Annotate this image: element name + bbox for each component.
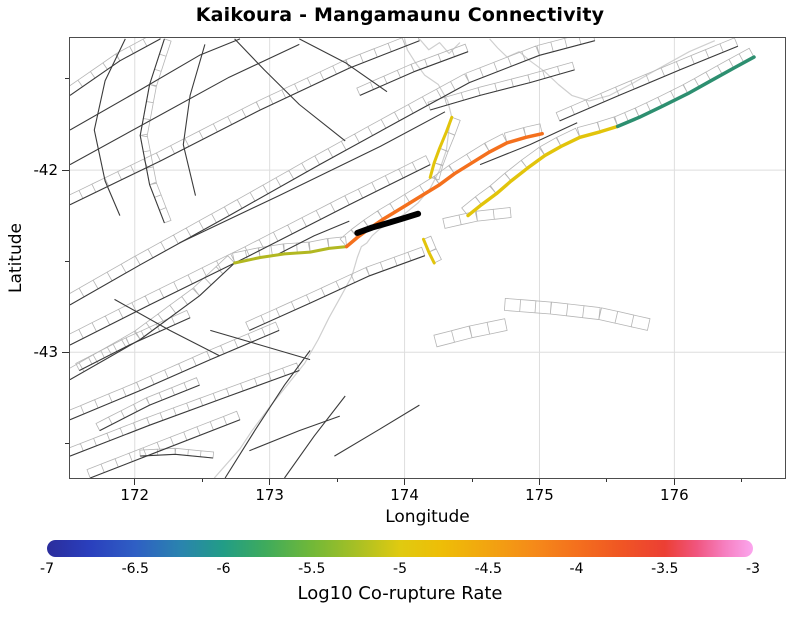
- fault-wavy-2-trace: [139, 38, 165, 224]
- colorbar-label: Log10 Co-rupture Rate: [297, 583, 503, 604]
- fault-clarence-trace: [70, 164, 431, 346]
- x-tick: [269, 479, 271, 485]
- sounds-coast: [418, 38, 461, 55]
- y-axis-label: Latitude: [6, 223, 26, 293]
- fault-wairau-trace: [70, 40, 420, 206]
- colorbar-tick-label: -5: [393, 561, 407, 577]
- fault-nw-2-patches: [70, 38, 161, 96]
- fault-wavy-2-patches: [139, 38, 172, 224]
- y-tick-label: -42: [33, 161, 59, 180]
- fault-north-1-trace: [359, 51, 469, 96]
- fault-cross-4-trace: [299, 38, 388, 93]
- fault-steep-1-trace: [224, 350, 311, 478]
- colorbar-tick-label: -7: [40, 561, 54, 577]
- colorbar: [47, 540, 753, 557]
- fault-sw-3-patches: [86, 410, 241, 478]
- fault-mid-3-trace: [479, 122, 578, 166]
- colorbar-tick-label: -6.5: [121, 561, 149, 577]
- fault-chain-under-upper-branch-patches: [429, 116, 461, 181]
- x-tick: [134, 479, 136, 485]
- fault-cross-3-trace: [114, 298, 220, 357]
- x-minor-tick: [201, 479, 203, 482]
- fault-awatere-trace: [70, 40, 595, 306]
- fault-nw-1-trace: [70, 43, 300, 166]
- fault-chain-east-of-source-patches: [442, 207, 512, 229]
- x-axis-label: Longitude: [385, 507, 470, 527]
- fault-cross-2-trace: [210, 329, 311, 361]
- y-minor-tick: [65, 260, 69, 262]
- fault-seaward-branch-patches: [245, 246, 426, 331]
- colorbar-tick-label: -4: [569, 561, 584, 577]
- fault-hope-patches: [70, 123, 543, 381]
- fault-mid-1-trace: [274, 220, 350, 257]
- x-minor-tick: [606, 479, 608, 482]
- x-tick-label: 175: [525, 486, 554, 504]
- fault-nw-2-trace: [70, 38, 161, 96]
- fault-sw-1-trace: [70, 329, 280, 421]
- y-minor-tick: [65, 78, 69, 80]
- fault-sw-6-patches: [95, 377, 201, 432]
- fault-cross-1-trace: [234, 38, 346, 142]
- fault-mid-2-trace: [179, 111, 446, 244]
- fault-wavy-3-trace: [182, 44, 206, 196]
- x-minor-tick: [741, 479, 743, 482]
- fault-seaward-branch-trace: [249, 255, 425, 331]
- colorbar-tick-label: -3.5: [651, 561, 679, 577]
- x-minor-tick: [336, 479, 338, 482]
- fault-awatere-patches: [70, 38, 596, 306]
- fault-sw-4-trace: [334, 404, 420, 457]
- needles-corupture: [615, 55, 756, 129]
- x-tick: [538, 479, 540, 485]
- y-minor-tick: [65, 442, 69, 444]
- fault-sw-2-trace: [70, 369, 300, 457]
- x-tick: [404, 479, 406, 485]
- x-tick-label: 174: [390, 486, 419, 504]
- fault-north-1-patches: [356, 43, 469, 96]
- y-tick: [62, 169, 69, 171]
- fault-sw-3-trace: [90, 419, 241, 478]
- fault-sw-7-trace: [249, 415, 340, 452]
- fault-northeast-1-patches: [555, 38, 739, 122]
- fault-sw-5-patches: [75, 309, 191, 372]
- colorbar-tick-label: -6: [216, 561, 231, 577]
- x-tick: [673, 479, 675, 485]
- fault-horiz-small-trace: [140, 453, 214, 459]
- fault-steep-2-trace: [284, 395, 346, 478]
- fault-sw-1-patches: [70, 321, 280, 421]
- chart-title: Kaikoura - Mangamaunu Connectivity: [195, 4, 605, 26]
- lower-branch-corupture: [422, 237, 436, 265]
- fault-horiz-small-patches: [139, 447, 215, 459]
- west-hope-corupture: [233, 245, 349, 265]
- y-tick: [62, 351, 69, 353]
- fault-offshore-chain-1-patches: [503, 297, 651, 331]
- fault-sw-5-trace: [79, 317, 191, 371]
- source-fault-highlight: [354, 210, 422, 236]
- upper-branch-corupture: [428, 115, 454, 179]
- colorbar-tick-label: -5.5: [298, 561, 326, 577]
- fault-map-canvas: [70, 38, 785, 478]
- x-tick-label: 172: [120, 486, 150, 504]
- plot-area: [69, 37, 786, 479]
- fault-nw-3-trace: [70, 38, 241, 131]
- colorbar-tick-label: -3: [746, 561, 760, 577]
- fault-clarence-patches: [70, 155, 431, 346]
- x-minor-tick: [471, 479, 473, 482]
- fault-northeast-1-trace: [559, 45, 739, 122]
- fault-kekerengu-needles-patches: [461, 47, 755, 217]
- kekerengu-corupture: [466, 124, 620, 218]
- fault-north-2-trace: [430, 69, 575, 111]
- x-tick-label: 173: [255, 486, 284, 504]
- y-tick-label: -43: [33, 343, 59, 362]
- fault-sw-2-patches: [70, 362, 300, 457]
- colorbar-tick-label: -4.5: [474, 561, 502, 577]
- x-tick-label: 176: [660, 486, 689, 504]
- fault-sw-6-trace: [99, 384, 200, 432]
- fault-north-2-patches: [427, 61, 575, 111]
- fault-offshore-chain-2-patches: [433, 318, 508, 348]
